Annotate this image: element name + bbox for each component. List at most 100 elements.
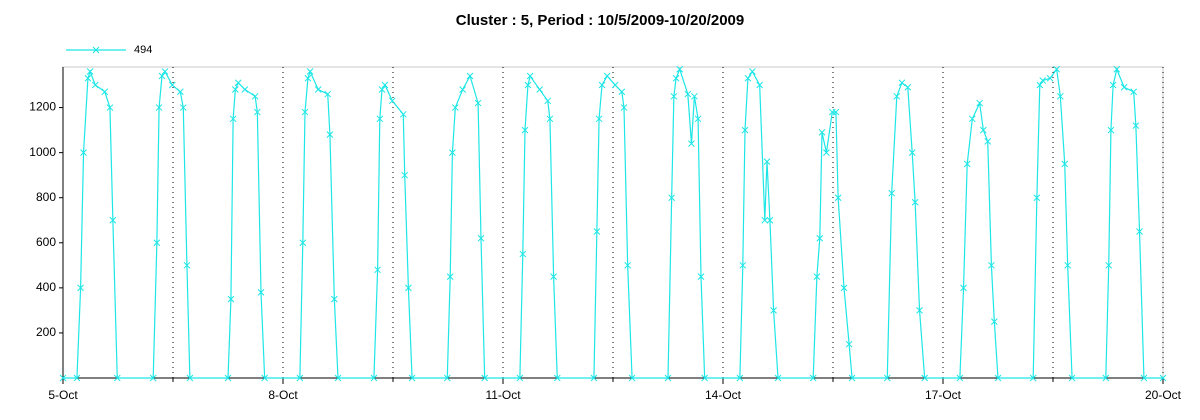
y-tick-label: 1200 — [29, 100, 56, 114]
data-marker — [976, 99, 984, 107]
data-marker — [990, 318, 998, 326]
data-marker — [296, 374, 304, 382]
data-marker — [183, 261, 191, 269]
data-marker — [446, 273, 454, 280]
data-marker — [988, 261, 995, 269]
data-marker — [304, 74, 312, 82]
data-marker — [628, 374, 636, 382]
data-marker — [688, 140, 695, 147]
data-marker — [620, 104, 628, 111]
x-tick-label: 11-Oct — [485, 388, 521, 402]
data-marker — [748, 68, 756, 75]
data-marker — [1056, 92, 1064, 100]
data-marker — [670, 92, 678, 100]
data-marker — [101, 88, 109, 96]
data-marker — [618, 88, 626, 96]
data-marker — [694, 115, 702, 123]
data-marker — [521, 126, 529, 134]
data-marker — [818, 129, 826, 136]
data-marker — [697, 273, 705, 280]
data-marker — [1140, 374, 1148, 382]
y-tick-label: 600 — [36, 235, 56, 249]
data-marker — [756, 81, 764, 89]
data-marker — [149, 374, 157, 382]
data-marker — [408, 374, 416, 382]
data-marker — [593, 228, 601, 235]
data-marker — [744, 74, 752, 82]
data-marker — [113, 374, 121, 382]
data-marker — [477, 234, 485, 242]
data-marker — [979, 126, 987, 134]
data-marker — [109, 216, 117, 224]
data-marker — [809, 374, 817, 382]
data-marker — [898, 79, 906, 87]
data-marker — [224, 374, 232, 382]
data-marker — [595, 115, 603, 123]
data-marker — [73, 374, 81, 382]
data-line — [63, 67, 1163, 379]
data-marker — [963, 160, 971, 168]
data-marker — [186, 374, 194, 382]
data-marker — [168, 81, 176, 89]
data-marker — [823, 149, 830, 156]
data-marker — [481, 374, 489, 382]
data-marker — [1029, 374, 1037, 382]
data-marker — [474, 99, 482, 107]
data-marker — [1120, 83, 1128, 91]
data-marker — [1136, 228, 1143, 235]
data-marker — [401, 171, 409, 179]
data-marker — [848, 374, 856, 382]
data-marker — [261, 374, 269, 382]
data-marker — [1033, 194, 1041, 202]
data-marker — [234, 79, 242, 87]
data-marker — [1061, 160, 1069, 168]
data-marker — [516, 374, 524, 382]
data-marker — [376, 115, 384, 123]
data-marker — [519, 250, 527, 258]
data-marker — [761, 216, 769, 224]
data-marker — [1068, 374, 1076, 382]
data-marker — [1107, 126, 1115, 134]
data-marker — [299, 239, 307, 247]
data-marker — [741, 126, 749, 134]
data-marker — [158, 72, 166, 80]
data-marker — [739, 261, 747, 269]
data-marker — [1113, 65, 1121, 73]
data-marker — [845, 340, 853, 348]
x-tick-label: 17-Oct — [925, 388, 962, 402]
data-marker — [153, 239, 161, 247]
data-marker — [691, 92, 698, 100]
data-marker — [553, 374, 561, 382]
data-marker — [231, 86, 239, 93]
data-marker — [904, 83, 912, 91]
x-tick-label: 8-Oct — [268, 388, 298, 402]
data-marker — [676, 65, 684, 73]
data-marker — [921, 374, 929, 382]
data-marker — [960, 284, 967, 292]
data-marker — [1046, 74, 1054, 82]
data-marker — [816, 234, 824, 242]
x-tick-label: 14-Oct — [705, 388, 742, 402]
data-marker — [77, 284, 84, 292]
data-marker — [546, 115, 554, 123]
data-marker — [1109, 81, 1117, 89]
data-marker — [1130, 88, 1138, 96]
data-marker — [251, 92, 259, 100]
data-marker — [399, 110, 407, 118]
data-marker — [590, 374, 598, 382]
data-marker — [766, 216, 774, 224]
data-marker — [253, 108, 261, 116]
data-marker — [301, 108, 309, 116]
y-tick-label: 1000 — [29, 145, 56, 159]
data-marker — [664, 374, 672, 382]
data-marker — [449, 149, 456, 156]
y-tick-label: 800 — [36, 190, 56, 204]
data-marker — [1039, 77, 1047, 84]
data-marker — [668, 194, 676, 202]
data-marker — [1064, 261, 1072, 269]
data-marker — [91, 81, 99, 89]
data-marker — [701, 374, 709, 382]
data-marker — [179, 104, 187, 111]
data-marker — [378, 86, 386, 93]
